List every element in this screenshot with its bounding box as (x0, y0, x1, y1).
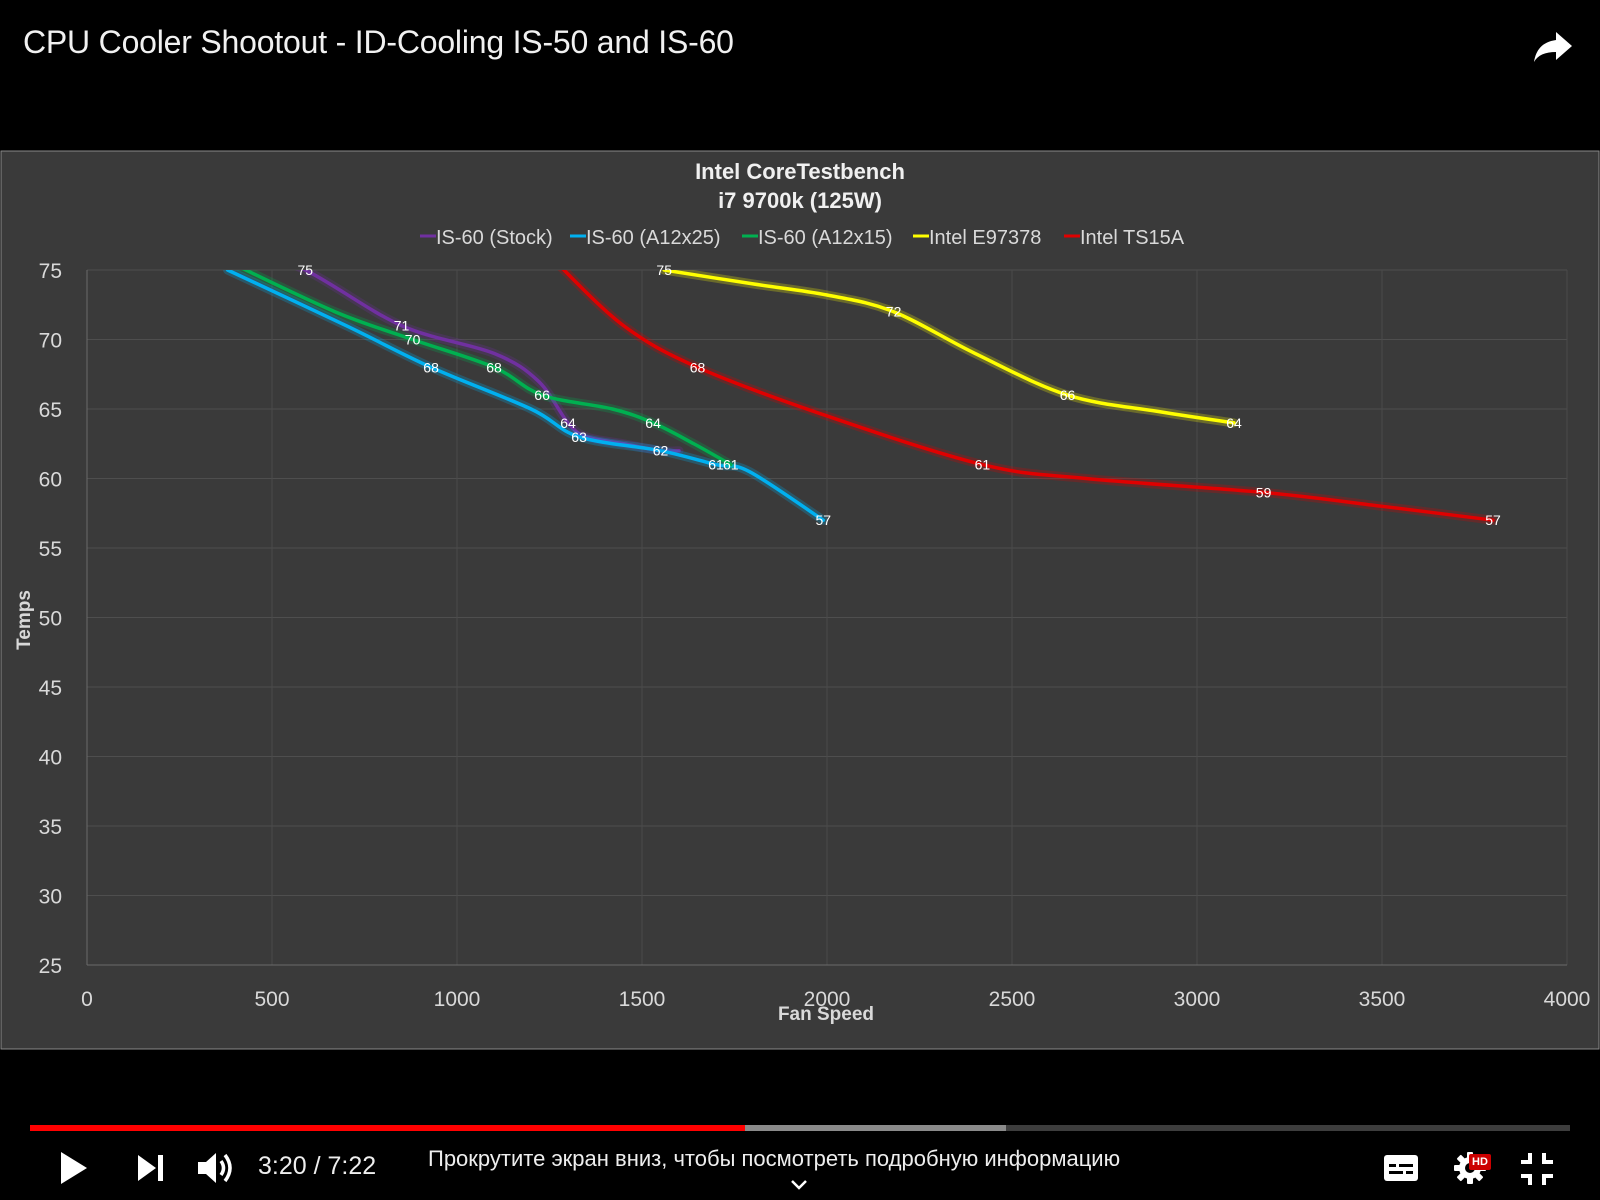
legend-label: IS-60 (A12x15) (758, 227, 893, 249)
x-tick-label: 0 (81, 988, 93, 1011)
data-label: 71 (394, 318, 410, 334)
data-label: 75 (298, 262, 314, 278)
hd-badge: HD (1469, 1154, 1491, 1170)
video-top-bar: CPU Cooler Shootout - ID-Cooling IS-50 a… (0, 0, 1600, 150)
legend-label: IS-60 (A12x25) (586, 227, 721, 249)
x-tick-label: 1000 (434, 988, 481, 1011)
y-tick-label: 55 (39, 538, 62, 561)
share-button[interactable] (1530, 24, 1574, 68)
y-tick-label: 60 (39, 469, 62, 492)
y-tick-label: 25 (39, 955, 62, 978)
x-tick-label: 2000 (804, 988, 851, 1011)
x-tick-label: 3500 (1359, 988, 1406, 1011)
exit-fullscreen-icon (1521, 1153, 1553, 1185)
legend-label: Intel E97378 (929, 227, 1041, 249)
chart-title: Intel CoreTestbench (695, 159, 905, 184)
volume-button[interactable] (196, 1148, 238, 1193)
chart-frame: Intel CoreTestbench i7 9700k (125W) 25 30… (0, 150, 1600, 1050)
scroll-chevron[interactable] (790, 1178, 808, 1196)
data-label: 64 (560, 415, 576, 431)
x-tick-label: 1500 (619, 988, 666, 1011)
x-tick-label: 4000 (1544, 988, 1591, 1011)
data-label: 68 (690, 359, 706, 375)
time-display: 3:20 / 7:22 (258, 1152, 376, 1181)
y-tick-label: 40 (39, 747, 62, 770)
series-line (225, 270, 826, 522)
x-axis-label: Fan Speed (778, 1004, 874, 1025)
play-icon (61, 1152, 87, 1184)
video-title[interactable]: CPU Cooler Shootout - ID-Cooling IS-50 a… (23, 24, 734, 60)
progress-bar[interactable] (30, 1125, 1570, 1131)
data-label: 75 (656, 262, 672, 278)
y-tick-label: 30 (39, 886, 62, 909)
x-tick-label: 500 (254, 988, 289, 1011)
time-current: 3:20 (258, 1152, 307, 1180)
subtitles-icon (1384, 1155, 1418, 1181)
data-label: 66 (534, 387, 550, 403)
data-label: 61 (723, 457, 739, 473)
next-icon (138, 1155, 163, 1181)
data-label: 64 (1226, 415, 1242, 431)
data-label: 68 (423, 359, 439, 375)
chart-background (0, 150, 1600, 1050)
data-label: 66 (1060, 387, 1076, 403)
chart: Intel CoreTestbench i7 9700k (125W) 25 30… (0, 150, 1600, 1050)
x-tick-label: 3000 (1174, 988, 1221, 1011)
y-tick-label: 65 (39, 399, 62, 422)
series-line (241, 270, 733, 467)
y-tick-label: 35 (39, 816, 62, 839)
share-arrow-icon (1534, 32, 1572, 62)
data-label: 68 (486, 359, 502, 375)
data-label: 63 (571, 429, 587, 445)
scroll-hint[interactable]: Прокрутите экран вниз, чтобы посмотреть … (428, 1146, 1121, 1171)
volume-icon (198, 1153, 232, 1183)
progress-played (30, 1125, 745, 1131)
x-tick-label: 2500 (989, 988, 1036, 1011)
legend-label: IS-60 (Stock) (436, 227, 553, 249)
series-line (561, 270, 1495, 522)
play-button[interactable] (58, 1150, 90, 1191)
time-total: 7:22 (327, 1152, 377, 1180)
data-label: 59 (1256, 484, 1272, 500)
chevron-down-icon (791, 1180, 807, 1190)
y-tick-label: 45 (39, 677, 62, 700)
data-label: 61 (975, 457, 991, 473)
next-button[interactable] (136, 1153, 166, 1188)
data-label: 64 (645, 415, 661, 431)
series-line (662, 270, 1236, 425)
legend-label: Intel TS15A (1080, 227, 1185, 249)
exit-fullscreen-button[interactable] (1520, 1152, 1554, 1191)
y-tick-label: 75 (39, 260, 62, 283)
data-label: 62 (653, 443, 669, 459)
y-tick-label: 70 (39, 330, 62, 353)
data-label: 72 (886, 304, 902, 320)
subtitles-button[interactable] (1383, 1154, 1419, 1187)
chart-subtitle: i7 9700k (125W) (718, 188, 882, 213)
data-label: 57 (816, 512, 832, 528)
y-axis-label: Temps (14, 590, 35, 650)
time-separator: / (313, 1152, 321, 1180)
data-label: 70 (405, 332, 421, 348)
y-tick-label: 50 (39, 608, 62, 631)
data-label: 57 (1485, 512, 1501, 528)
data-label: 61 (708, 457, 724, 473)
